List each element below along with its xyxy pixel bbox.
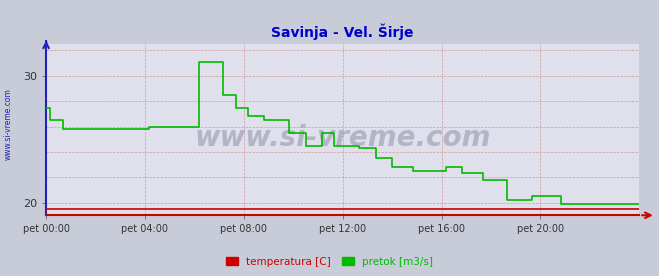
Text: www.si-vreme.com: www.si-vreme.com	[194, 124, 491, 152]
Title: Savinja - Vel. Širje: Savinja - Vel. Širje	[272, 24, 414, 40]
Legend: temperatura [C], pretok [m3/s]: temperatura [C], pretok [m3/s]	[221, 253, 438, 271]
Text: www.si-vreme.com: www.si-vreme.com	[3, 88, 13, 160]
